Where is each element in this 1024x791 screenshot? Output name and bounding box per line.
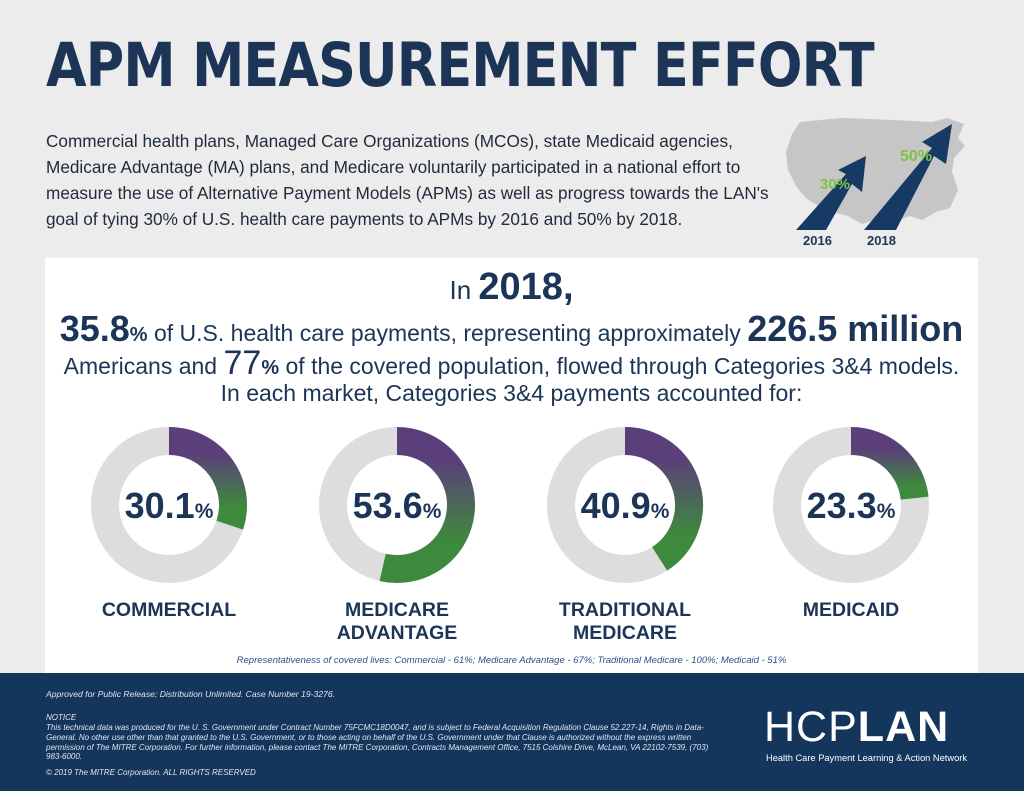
headline-covered-line: Americans and 77% of the covered populat… xyxy=(45,344,978,383)
headline-in: In xyxy=(449,275,472,305)
traditional-medicare-value-label: 40.9% xyxy=(581,485,670,526)
traditional-medicare-label-line: TRADITIONAL xyxy=(558,599,692,621)
traditional-medicare-label: TRADITIONAL MEDICARE xyxy=(535,599,715,645)
page-title: APM MEASUREMENT EFFORT xyxy=(46,30,875,101)
headline-payments-line: 35.8% of U.S. health care payments, repr… xyxy=(45,308,978,350)
commercial-label-line: COMMERCIAL xyxy=(101,599,237,621)
medicaid-label-line: MEDICAID xyxy=(802,599,900,621)
headline-market-line: In each market, Categories 3&4 payments … xyxy=(220,380,803,406)
footer: Approved for Public Release; Distributio… xyxy=(0,673,1024,791)
logo-lan: LAN xyxy=(857,703,950,751)
medicare-advantage-donut-arc xyxy=(379,427,475,583)
notice-title: NOTICE xyxy=(46,713,77,722)
arrow-2018-label: 50% xyxy=(900,148,933,165)
hcplan-logo: HCPLAN xyxy=(764,703,949,752)
traditional-medicare-donut-arc xyxy=(624,427,703,571)
representativeness-note: Representativeness of covered lives: Com… xyxy=(236,655,787,666)
medicaid-value-label: 23.3% xyxy=(807,485,896,526)
covered-sign: % xyxy=(261,357,280,379)
arrow-2016-label: 30% xyxy=(820,176,851,193)
covered-value: 77 xyxy=(223,344,262,382)
medicare-advantage-label-line: ADVANTAGE xyxy=(336,622,458,644)
commercial-donut-arc xyxy=(168,427,247,530)
commercial-value-label: 30.1% xyxy=(125,485,214,526)
traditional-medicare-label-line: MEDICARE xyxy=(572,622,677,644)
year-2016-label: 2016 xyxy=(803,233,832,248)
people-count: 226.5 million xyxy=(747,308,964,349)
payments-text: of U.S. health care payments, representi… xyxy=(153,320,741,346)
commercial-label: COMMERCIAL xyxy=(79,599,259,622)
payments-pct-value: 35.8 xyxy=(59,308,130,349)
covered-start: Americans and xyxy=(63,353,218,379)
medicare-advantage-label-line: MEDICARE xyxy=(344,599,449,621)
intro-paragraph: Commercial health plans, Managed Care Or… xyxy=(46,131,769,229)
copyright: © 2019 The MITRE Corporation. ALL RIGHTS… xyxy=(46,768,256,777)
medicare-advantage-label: MEDICARE ADVANTAGE xyxy=(307,599,487,645)
notice-text: This technical data was produced for the… xyxy=(46,723,709,762)
logo-hcp: HCP xyxy=(764,703,858,751)
results-panel: In 2018, 35.8% of U.S. health care payme… xyxy=(45,258,978,673)
medicaid-donut-arc xyxy=(850,427,929,501)
medicare-advantage-value-label: 53.6% xyxy=(353,485,442,526)
arrow-2018-icon xyxy=(864,124,952,230)
logo-tagline: Health Care Payment Learning & Action Ne… xyxy=(766,753,968,763)
medicaid-label: MEDICAID xyxy=(761,599,941,622)
year-2018-label: 2018 xyxy=(867,233,896,248)
us-map-icon xyxy=(786,118,965,230)
market-donut-charts: 30.1% 53.6% 40.9% 23.3% xyxy=(91,427,929,583)
approval-statement: Approved for Public Release; Distributio… xyxy=(46,689,335,699)
arrow-2016-icon xyxy=(796,156,866,230)
headline-year: 2018, xyxy=(478,266,574,308)
goal-graphic: 30% 50% 2016 2018 xyxy=(782,112,972,252)
covered-end: of the covered population, flowed throug… xyxy=(285,353,960,379)
headline-year-line: In 2018, xyxy=(45,266,978,309)
payments-pct-sign: % xyxy=(129,324,148,346)
